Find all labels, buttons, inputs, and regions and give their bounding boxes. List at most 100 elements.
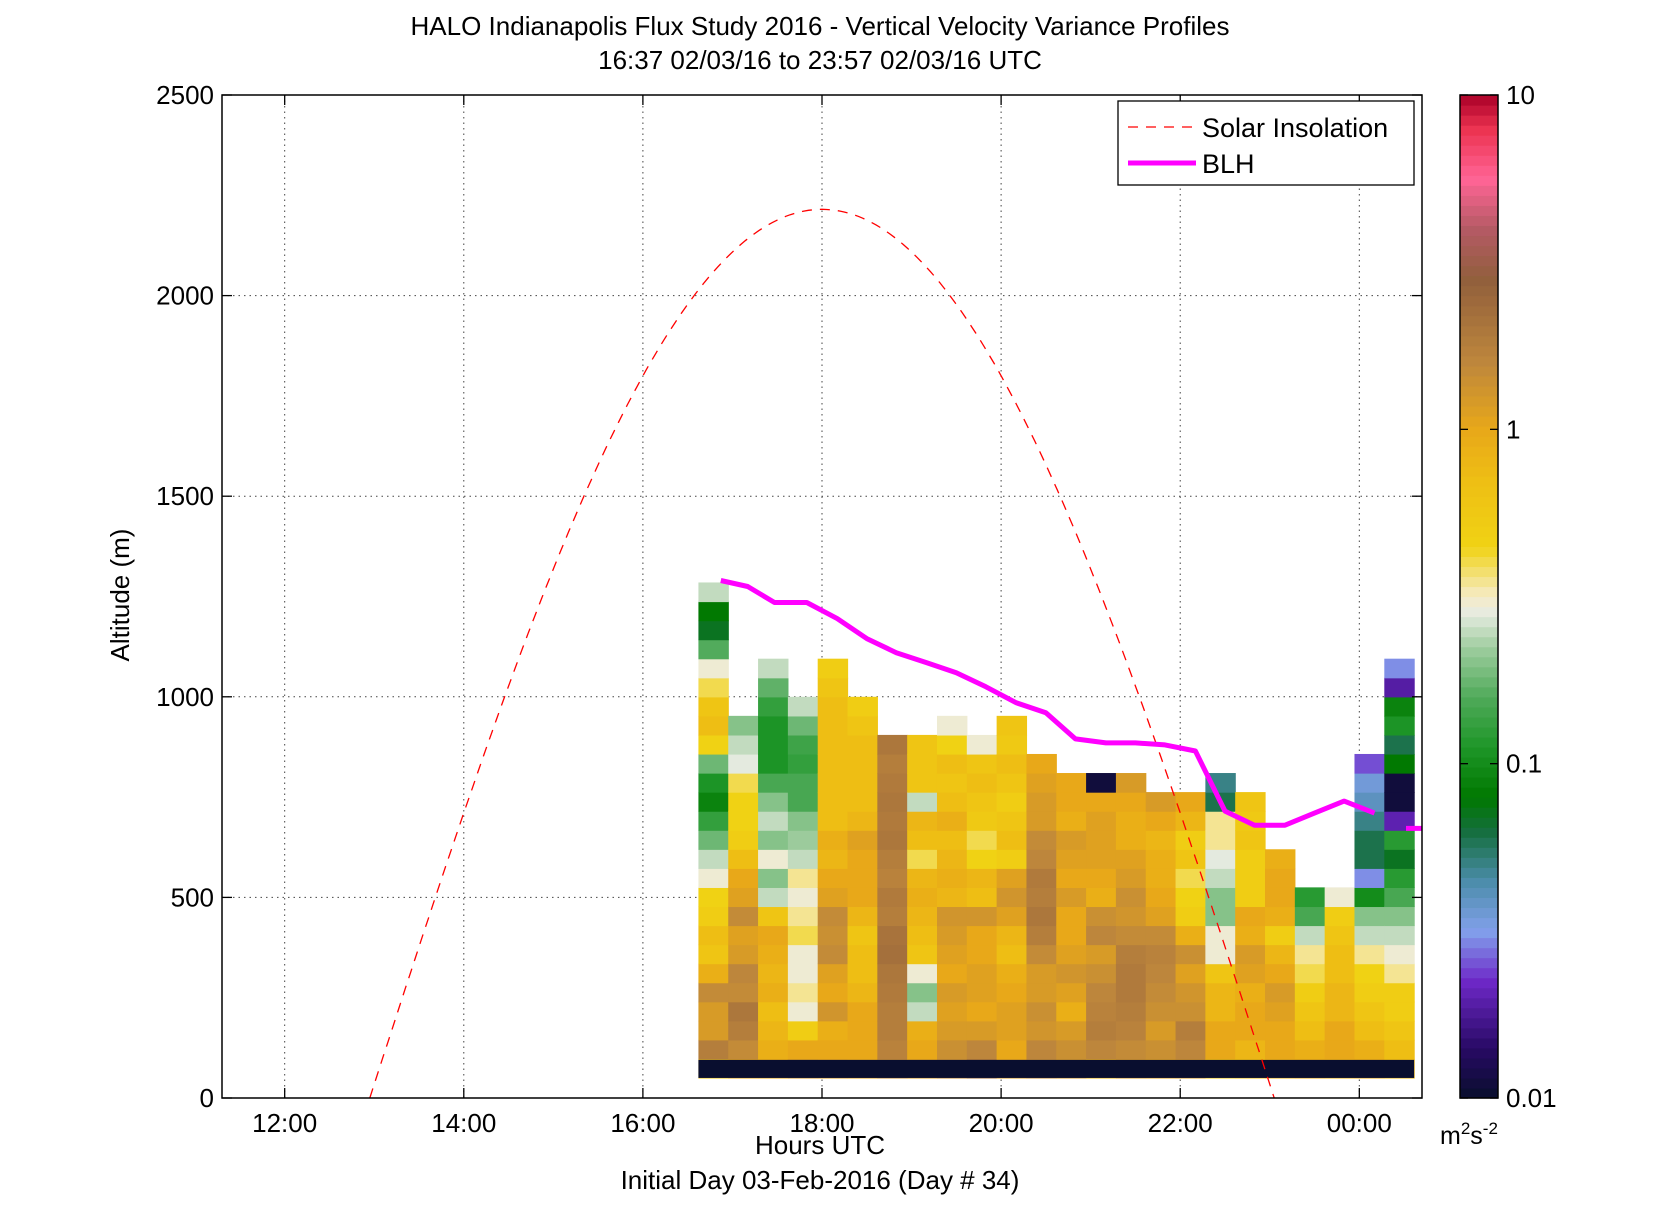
colorbar-segment: [1460, 596, 1498, 608]
heatmap-cell: [1205, 1020, 1236, 1041]
colorbar-segment: [1460, 135, 1498, 146]
heatmap-cell: [1056, 830, 1087, 850]
colorbar-segment: [1460, 937, 1498, 949]
heatmap-cell: [907, 734, 938, 755]
heatmap-cell: [728, 1039, 759, 1060]
colorbar-segment: [1460, 927, 1498, 939]
heatmap-cell: [907, 982, 938, 1003]
heatmap-cell: [1115, 773, 1147, 793]
heatmap-cell: [1026, 944, 1057, 965]
heatmap-cell: [1294, 1020, 1326, 1041]
colorbar-segment: [1460, 1077, 1498, 1089]
colorbar-segment: [1460, 566, 1498, 578]
colorbar-segment: [1460, 1037, 1498, 1049]
heatmap-cell: [907, 811, 938, 831]
x-tick-label: 14:00: [431, 1108, 496, 1138]
heatmap-cell: [1354, 830, 1385, 850]
colorbar-segment: [1460, 696, 1498, 708]
heatmap-cell: [877, 887, 908, 908]
colorbar-segment: [1460, 736, 1498, 748]
heatmap-cell: [936, 773, 968, 793]
heatmap-cell: [1175, 792, 1206, 812]
heatmap-cell: [1354, 1039, 1385, 1060]
heatmap-cell: [1324, 944, 1356, 965]
heatmap-cell: [1056, 906, 1087, 927]
heatmap-cell: [966, 753, 998, 774]
heatmap-cell: [698, 1020, 729, 1041]
heatmap-cell: [1384, 925, 1415, 946]
heatmap-cell: [1205, 1039, 1236, 1060]
heatmap-cell: [1265, 906, 1296, 927]
heatmap-cell: [728, 963, 759, 984]
heatmap-cell: [877, 734, 908, 755]
heatmap-cell: [936, 715, 968, 736]
heatmap-cell: [1115, 944, 1147, 965]
colorbar-segment: [1460, 526, 1498, 537]
heatmap-cell: [907, 1001, 938, 1022]
heatmap-cell: [847, 982, 878, 1003]
heatmap-cell: [877, 753, 908, 774]
heatmap-cell: [1384, 944, 1415, 965]
heatmap-cell: [1265, 1001, 1296, 1022]
heatmap-cell: [787, 715, 819, 736]
heatmap-cell: [996, 982, 1028, 1003]
y-tick-label: 2000: [156, 281, 214, 311]
heatmap-cell: [787, 1039, 819, 1060]
colorbar-segment: [1460, 767, 1498, 778]
colorbar-segment: [1460, 626, 1498, 638]
heatmap-cell: [966, 792, 998, 812]
heatmap-cell: [1056, 773, 1087, 793]
colorbar-segment: [1460, 375, 1498, 387]
heatmap-cell: [1384, 658, 1415, 679]
heatmap-cell: [1175, 1039, 1206, 1060]
heatmap-cell: [728, 1020, 759, 1041]
heatmap-cell: [1175, 963, 1206, 984]
colorbar-segment: [1460, 797, 1498, 808]
heatmap-cell: [1354, 868, 1385, 888]
heatmap-cell: [698, 811, 729, 831]
x-axis-label-day: Initial Day 03-Feb-2016 (Day # 34): [621, 1165, 1020, 1195]
heatmap-cell: [787, 887, 819, 908]
heatmap-cell: [1056, 1039, 1087, 1060]
heatmap-cell: [1384, 830, 1415, 850]
heatmap-cell: [847, 811, 878, 831]
heatmap-cell: [1175, 1020, 1206, 1041]
heatmap-cell: [1026, 753, 1057, 774]
heatmap-cell: [936, 1020, 968, 1041]
colorbar-segment: [1460, 425, 1498, 437]
heatmap-cell: [1056, 944, 1087, 965]
colorbar-ticks: 0.01 0.1 1 10: [1460, 80, 1557, 1113]
heatmap-cell: [1384, 696, 1415, 717]
colorbar-segment: [1460, 95, 1498, 106]
heatmap-cell: [996, 773, 1028, 793]
heatmap-cell: [1324, 887, 1356, 908]
heatmap-cell: [758, 734, 789, 755]
colorbar-unit-base: m: [1440, 1122, 1461, 1150]
colorbar-segment: [1460, 877, 1498, 888]
heatmap-cell: [1056, 963, 1087, 984]
heatmap-cell: [1026, 906, 1057, 927]
x-axis-label: Hours UTC: [755, 1130, 885, 1160]
colorbar-segment: [1460, 105, 1498, 116]
heatmap-cell: [817, 1001, 849, 1022]
heatmap-cell: [1265, 982, 1296, 1003]
heatmap-cell: [1115, 1039, 1147, 1060]
heatmap-cell: [847, 944, 878, 965]
heatmap-cell: [698, 1001, 729, 1022]
colorbar-segment: [1460, 285, 1498, 297]
colorbar-segment: [1460, 305, 1498, 317]
colorbar-segment: [1460, 395, 1498, 407]
heatmap-cell: [817, 925, 849, 946]
heatmap-cell: [936, 753, 968, 774]
heatmap-cell: [758, 830, 789, 850]
heatmap-cell: [1056, 925, 1087, 946]
heatmap-cell: [758, 849, 789, 869]
heatmap-cell: [1235, 830, 1266, 850]
heatmap-cell: [817, 849, 849, 869]
heatmap-cell: [817, 830, 849, 850]
colorbar-segment: [1460, 967, 1498, 979]
legend-box: [1117, 100, 1415, 186]
heatmap-cell: [758, 792, 789, 812]
heatmap-cell: [1265, 944, 1296, 965]
heatmap-cell: [847, 868, 878, 888]
